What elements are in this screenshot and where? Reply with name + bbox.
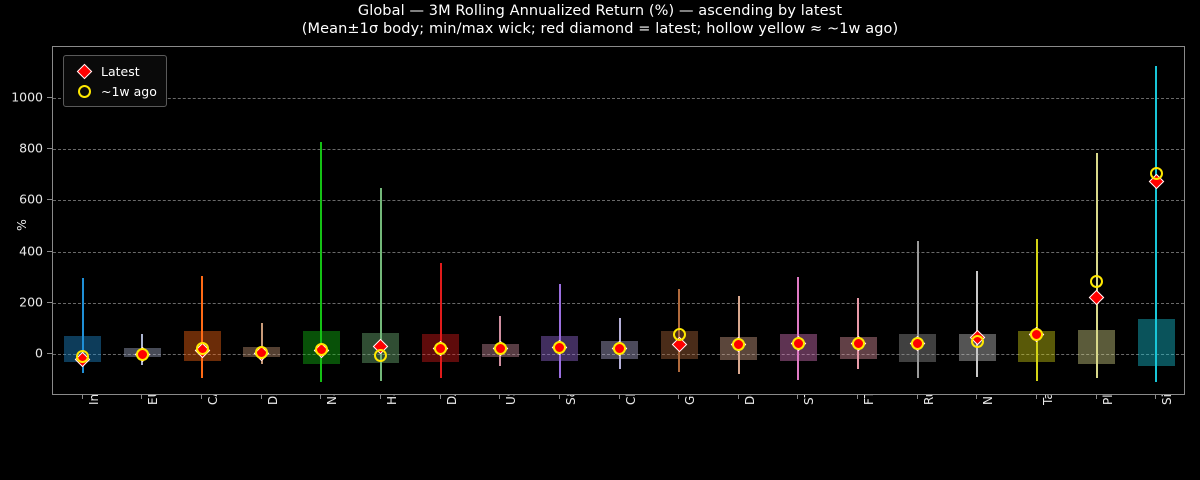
y-tick-mark: [47, 353, 52, 354]
x-tick-mark: [1035, 395, 1037, 399]
y-tick-mark: [47, 97, 52, 98]
gridline: [53, 251, 1184, 253]
minmax-wick: [797, 277, 800, 380]
week-ago-marker: [314, 343, 328, 357]
minmax-wick: [1035, 238, 1038, 381]
minmax-wick: [379, 187, 382, 381]
week-ago-marker: [970, 335, 984, 349]
y-tick-label: 0: [35, 345, 43, 361]
legend-item-latest: Latest: [71, 61, 157, 81]
red-diamond-icon: [71, 63, 97, 79]
gridline: [53, 200, 1184, 202]
minmax-wick: [1155, 66, 1158, 383]
chart-title-block: Global — 3M Rolling Annualized Return (%…: [0, 2, 1200, 38]
x-tick-mark: [737, 395, 739, 399]
x-tick-mark: [379, 395, 381, 399]
minmax-wick: [558, 283, 561, 379]
y-tick-label: 200: [19, 294, 43, 310]
mean-sigma-box: [1078, 329, 1116, 365]
y-tick-label: 800: [19, 140, 43, 156]
week-ago-marker: [911, 336, 925, 350]
x-tick-mark: [141, 395, 143, 399]
legend-label-week-ago: ~1w ago: [101, 83, 157, 99]
minmax-wick: [857, 297, 860, 369]
week-ago-marker: [493, 341, 507, 355]
minmax-wick: [499, 315, 502, 366]
y-tick-mark: [47, 250, 52, 252]
week-ago-marker: [732, 337, 746, 351]
x-tick-mark: [558, 395, 560, 399]
legend-item-week-ago: ~1w ago: [71, 81, 157, 101]
week-ago-marker: [672, 327, 686, 341]
week-ago-marker: [135, 347, 149, 361]
minmax-wick: [201, 275, 204, 379]
week-ago-marker: [851, 337, 865, 351]
y-axis-label: %: [14, 218, 29, 231]
x-tick-mark: [201, 395, 203, 399]
mean-sigma-box: [1137, 318, 1175, 367]
x-tick-mark: [1095, 395, 1097, 399]
minmax-wick: [260, 323, 263, 365]
minmax-wick: [976, 270, 979, 378]
x-tick-mark: [857, 395, 859, 399]
week-ago-marker: [613, 342, 626, 356]
y-tick-mark: [47, 301, 52, 303]
week-ago-marker: [1090, 275, 1104, 289]
x-tick-mark: [499, 395, 501, 399]
x-tick-mark: [439, 395, 441, 399]
y-tick-label: 1000: [11, 89, 43, 105]
week-ago-marker: [434, 341, 448, 355]
legend-label-latest: Latest: [101, 63, 140, 79]
week-ago-marker: [76, 349, 90, 363]
x-tick-mark: [618, 395, 620, 399]
y-tick-label: 600: [19, 191, 43, 207]
x-tick-mark: [976, 395, 978, 399]
week-ago-marker: [1030, 328, 1044, 342]
x-tick-mark: [81, 395, 83, 399]
y-tick-mark: [47, 199, 52, 201]
week-ago-marker: [374, 348, 388, 362]
chart-subtitle: (Mean±1σ body; min/max wick; red diamond…: [301, 21, 899, 37]
week-ago-marker: [255, 346, 269, 360]
week-ago-marker: [195, 342, 209, 356]
gridline: [53, 302, 1184, 304]
week-ago-marker: [553, 341, 567, 355]
gridline: [53, 98, 1184, 99]
plot-area: [52, 46, 1185, 395]
minmax-wick: [439, 263, 442, 379]
x-tick-mark: [678, 395, 680, 399]
minmax-wick: [737, 296, 740, 374]
week-ago-marker: [1149, 167, 1163, 181]
week-ago-marker: [791, 337, 805, 351]
mean-sigma-box: [541, 335, 579, 362]
x-tick-mark: [320, 395, 322, 399]
minmax-wick: [916, 241, 919, 379]
y-tick-label: 400: [19, 243, 43, 259]
x-tick-mark: [1155, 395, 1157, 399]
gridline: [53, 149, 1184, 151]
chart-legend: Latest ~1w ago: [63, 55, 167, 107]
minmax-wick: [320, 141, 323, 383]
minmax-wick: [1095, 153, 1098, 379]
x-tick-mark: [797, 395, 799, 399]
x-tick-mark: [260, 395, 262, 399]
chart-title: Global — 3M Rolling Annualized Return (%…: [357, 3, 843, 19]
y-tick-mark: [47, 148, 52, 150]
hollow-yellow-circle-icon: [71, 84, 97, 98]
x-tick-mark: [916, 395, 918, 399]
minmax-wick: [81, 278, 84, 374]
